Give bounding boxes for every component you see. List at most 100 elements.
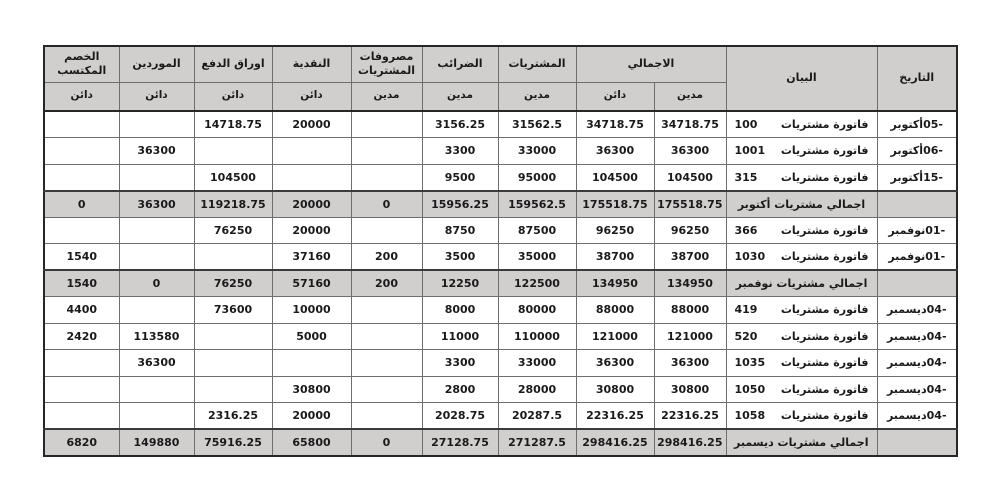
date-cell: -04ديسمبر bbox=[876, 296, 958, 324]
invoice-label: فاتورة مشتريات bbox=[780, 223, 869, 237]
earned-discount-cell bbox=[43, 110, 120, 138]
total-credit-cell: 134950 bbox=[575, 269, 655, 297]
earned-discount-cell bbox=[43, 216, 120, 244]
date-cell bbox=[876, 269, 958, 297]
cash-cell bbox=[271, 349, 352, 377]
notes-payable-cell: 76250 bbox=[193, 269, 273, 297]
summary-row: اجمالي مشتريات ديسمبر 298416.25 298416.25 2… bbox=[43, 428, 958, 456]
header-main-row: التاريخ البيان الاجمالي المشتريات الضرائ… bbox=[43, 45, 958, 112]
total-debit-cell: 22316.25 bbox=[653, 402, 727, 430]
invoice-number: 419 bbox=[734, 303, 758, 317]
statement-cell: 366 فاتورة مشتريات bbox=[725, 216, 878, 244]
header-suppliers: الموردين bbox=[118, 45, 195, 83]
total-credit-cell: 88000 bbox=[575, 296, 655, 324]
header-expenses-debit: مدين bbox=[350, 81, 423, 112]
cash-cell: 20000 bbox=[271, 216, 352, 244]
suppliers-cell bbox=[118, 110, 195, 138]
cash-cell bbox=[271, 137, 352, 165]
notes-payable-cell: 75916.25 bbox=[193, 428, 273, 456]
invoice-row: -04ديسمبر 1058 فاتورة مشتريات 22316.25 22316… bbox=[43, 402, 958, 430]
invoice-label: فاتورة مشتريات bbox=[780, 303, 869, 317]
header-taxes-debit: مدين bbox=[421, 81, 499, 112]
taxes-cell: 3500 bbox=[421, 243, 499, 271]
total-debit-cell: 30800 bbox=[653, 375, 727, 403]
cash-cell: 65800 bbox=[271, 428, 352, 456]
header-notes-credit: دائن bbox=[193, 81, 273, 112]
purchase-expenses-cell bbox=[350, 296, 423, 324]
date-cell: -01نوفمبر bbox=[876, 216, 958, 244]
suppliers-cell: 149880 bbox=[118, 428, 195, 456]
notes-payable-cell bbox=[193, 137, 273, 165]
date-cell: -04ديسمبر bbox=[876, 402, 958, 430]
suppliers-cell: 0 bbox=[118, 269, 195, 297]
purchases-cell: 87500 bbox=[497, 216, 577, 244]
purchase-expenses-cell bbox=[350, 110, 423, 138]
statement-cell: 419 فاتورة مشتريات bbox=[725, 296, 878, 324]
invoice-row: -04ديسمبر 419 فاتورة مشتريات 88000 88000 8000… bbox=[43, 296, 958, 324]
taxes-cell: 11000 bbox=[421, 322, 499, 350]
total-debit-cell: 134950 bbox=[653, 269, 727, 297]
taxes-cell: 12250 bbox=[421, 269, 499, 297]
notes-payable-cell bbox=[193, 322, 273, 350]
invoice-number: 1035 bbox=[734, 356, 766, 370]
suppliers-cell bbox=[118, 296, 195, 324]
summary-row: اجمالي مشتريات نوفمبر 134950 134950 122500 1… bbox=[43, 269, 958, 297]
taxes-cell: 9500 bbox=[421, 163, 499, 191]
purchase-expenses-cell bbox=[350, 137, 423, 165]
cash-cell: 37160 bbox=[271, 243, 352, 271]
header-sub-row: مدين دائن مدين مدين مدين دائن دائن دائن … bbox=[43, 81, 957, 112]
earned-discount-cell: 2420 bbox=[43, 322, 120, 350]
notes-payable-cell: 2316.25 bbox=[193, 402, 273, 430]
notes-payable-cell: 76250 bbox=[193, 216, 273, 244]
invoice-number: 1030 bbox=[734, 250, 766, 263]
total-debit-cell: 298416.25 bbox=[653, 428, 727, 456]
total-debit-cell: 34718.75 bbox=[653, 110, 727, 138]
earned-discount-cell: 6820 bbox=[43, 428, 120, 456]
purchases-cell: 95000 bbox=[497, 163, 577, 191]
total-credit-cell: 38700 bbox=[575, 243, 655, 271]
header-date: التاريخ bbox=[876, 45, 958, 112]
total-credit-cell: 22316.25 bbox=[575, 402, 655, 430]
purchases-cell: 159562.5 bbox=[497, 189, 577, 218]
invoice-row: -04ديسمبر 1035 فاتورة مشتريات 36300 36300 330… bbox=[43, 349, 958, 377]
purchase-expenses-cell bbox=[350, 375, 423, 403]
purchases-cell: 31562.5 bbox=[497, 110, 577, 138]
total-credit-cell: 96250 bbox=[575, 216, 655, 244]
invoice-label: فاتورة مشتريات bbox=[780, 329, 869, 343]
purchases-cell: 271287.5 bbox=[497, 428, 577, 456]
invoice-number: 1058 bbox=[734, 409, 766, 422]
header-purchases: المشتريات bbox=[497, 45, 577, 83]
suppliers-cell bbox=[118, 375, 195, 403]
invoice-row: -04ديسمبر 520 فاتورة مشتريات 121000 121000 11… bbox=[43, 322, 958, 350]
invoice-label: فاتورة مشتريات bbox=[780, 409, 869, 422]
cash-cell bbox=[271, 163, 352, 191]
purchases-cell: 33000 bbox=[497, 349, 577, 377]
statement-cell: 1030 فاتورة مشتريات bbox=[725, 243, 878, 271]
statement-cell: اجمالي مشتريات أكتوبر bbox=[725, 189, 878, 218]
header-cash-credit: دائن bbox=[271, 81, 352, 112]
earned-discount-cell bbox=[43, 349, 120, 377]
earned-discount-cell: 1540 bbox=[43, 269, 120, 297]
suppliers-cell bbox=[118, 243, 195, 271]
taxes-cell: 3300 bbox=[421, 137, 499, 165]
taxes-cell: 3156.25 bbox=[421, 110, 499, 138]
header-suppliers-credit: دائن bbox=[118, 81, 195, 112]
purchase-expenses-cell: 200 bbox=[350, 269, 423, 297]
cash-cell: 10000 bbox=[271, 296, 352, 324]
invoice-label: فاتورة مشتريات bbox=[780, 382, 869, 396]
purchases-cell: 28000 bbox=[497, 375, 577, 403]
invoice-number: 1050 bbox=[734, 382, 766, 396]
notes-payable-cell bbox=[193, 349, 273, 377]
earned-discount-cell bbox=[43, 163, 120, 191]
earned-discount-cell bbox=[43, 137, 120, 165]
header-discount-credit: دائن bbox=[43, 81, 120, 112]
suppliers-cell: 113580 bbox=[118, 322, 195, 350]
date-cell: -15أكتوبر bbox=[876, 163, 958, 191]
header-earned-discount: الخصم المكتسب bbox=[43, 45, 120, 83]
taxes-cell: 8000 bbox=[421, 296, 499, 324]
purchase-expenses-cell: 0 bbox=[350, 428, 423, 456]
date-cell: -04ديسمبر bbox=[876, 322, 958, 350]
invoice-row: -06أكتوبر 1001 فاتورة مشتريات 36300 36300 330… bbox=[43, 137, 958, 165]
purchase-expenses-cell bbox=[350, 216, 423, 244]
